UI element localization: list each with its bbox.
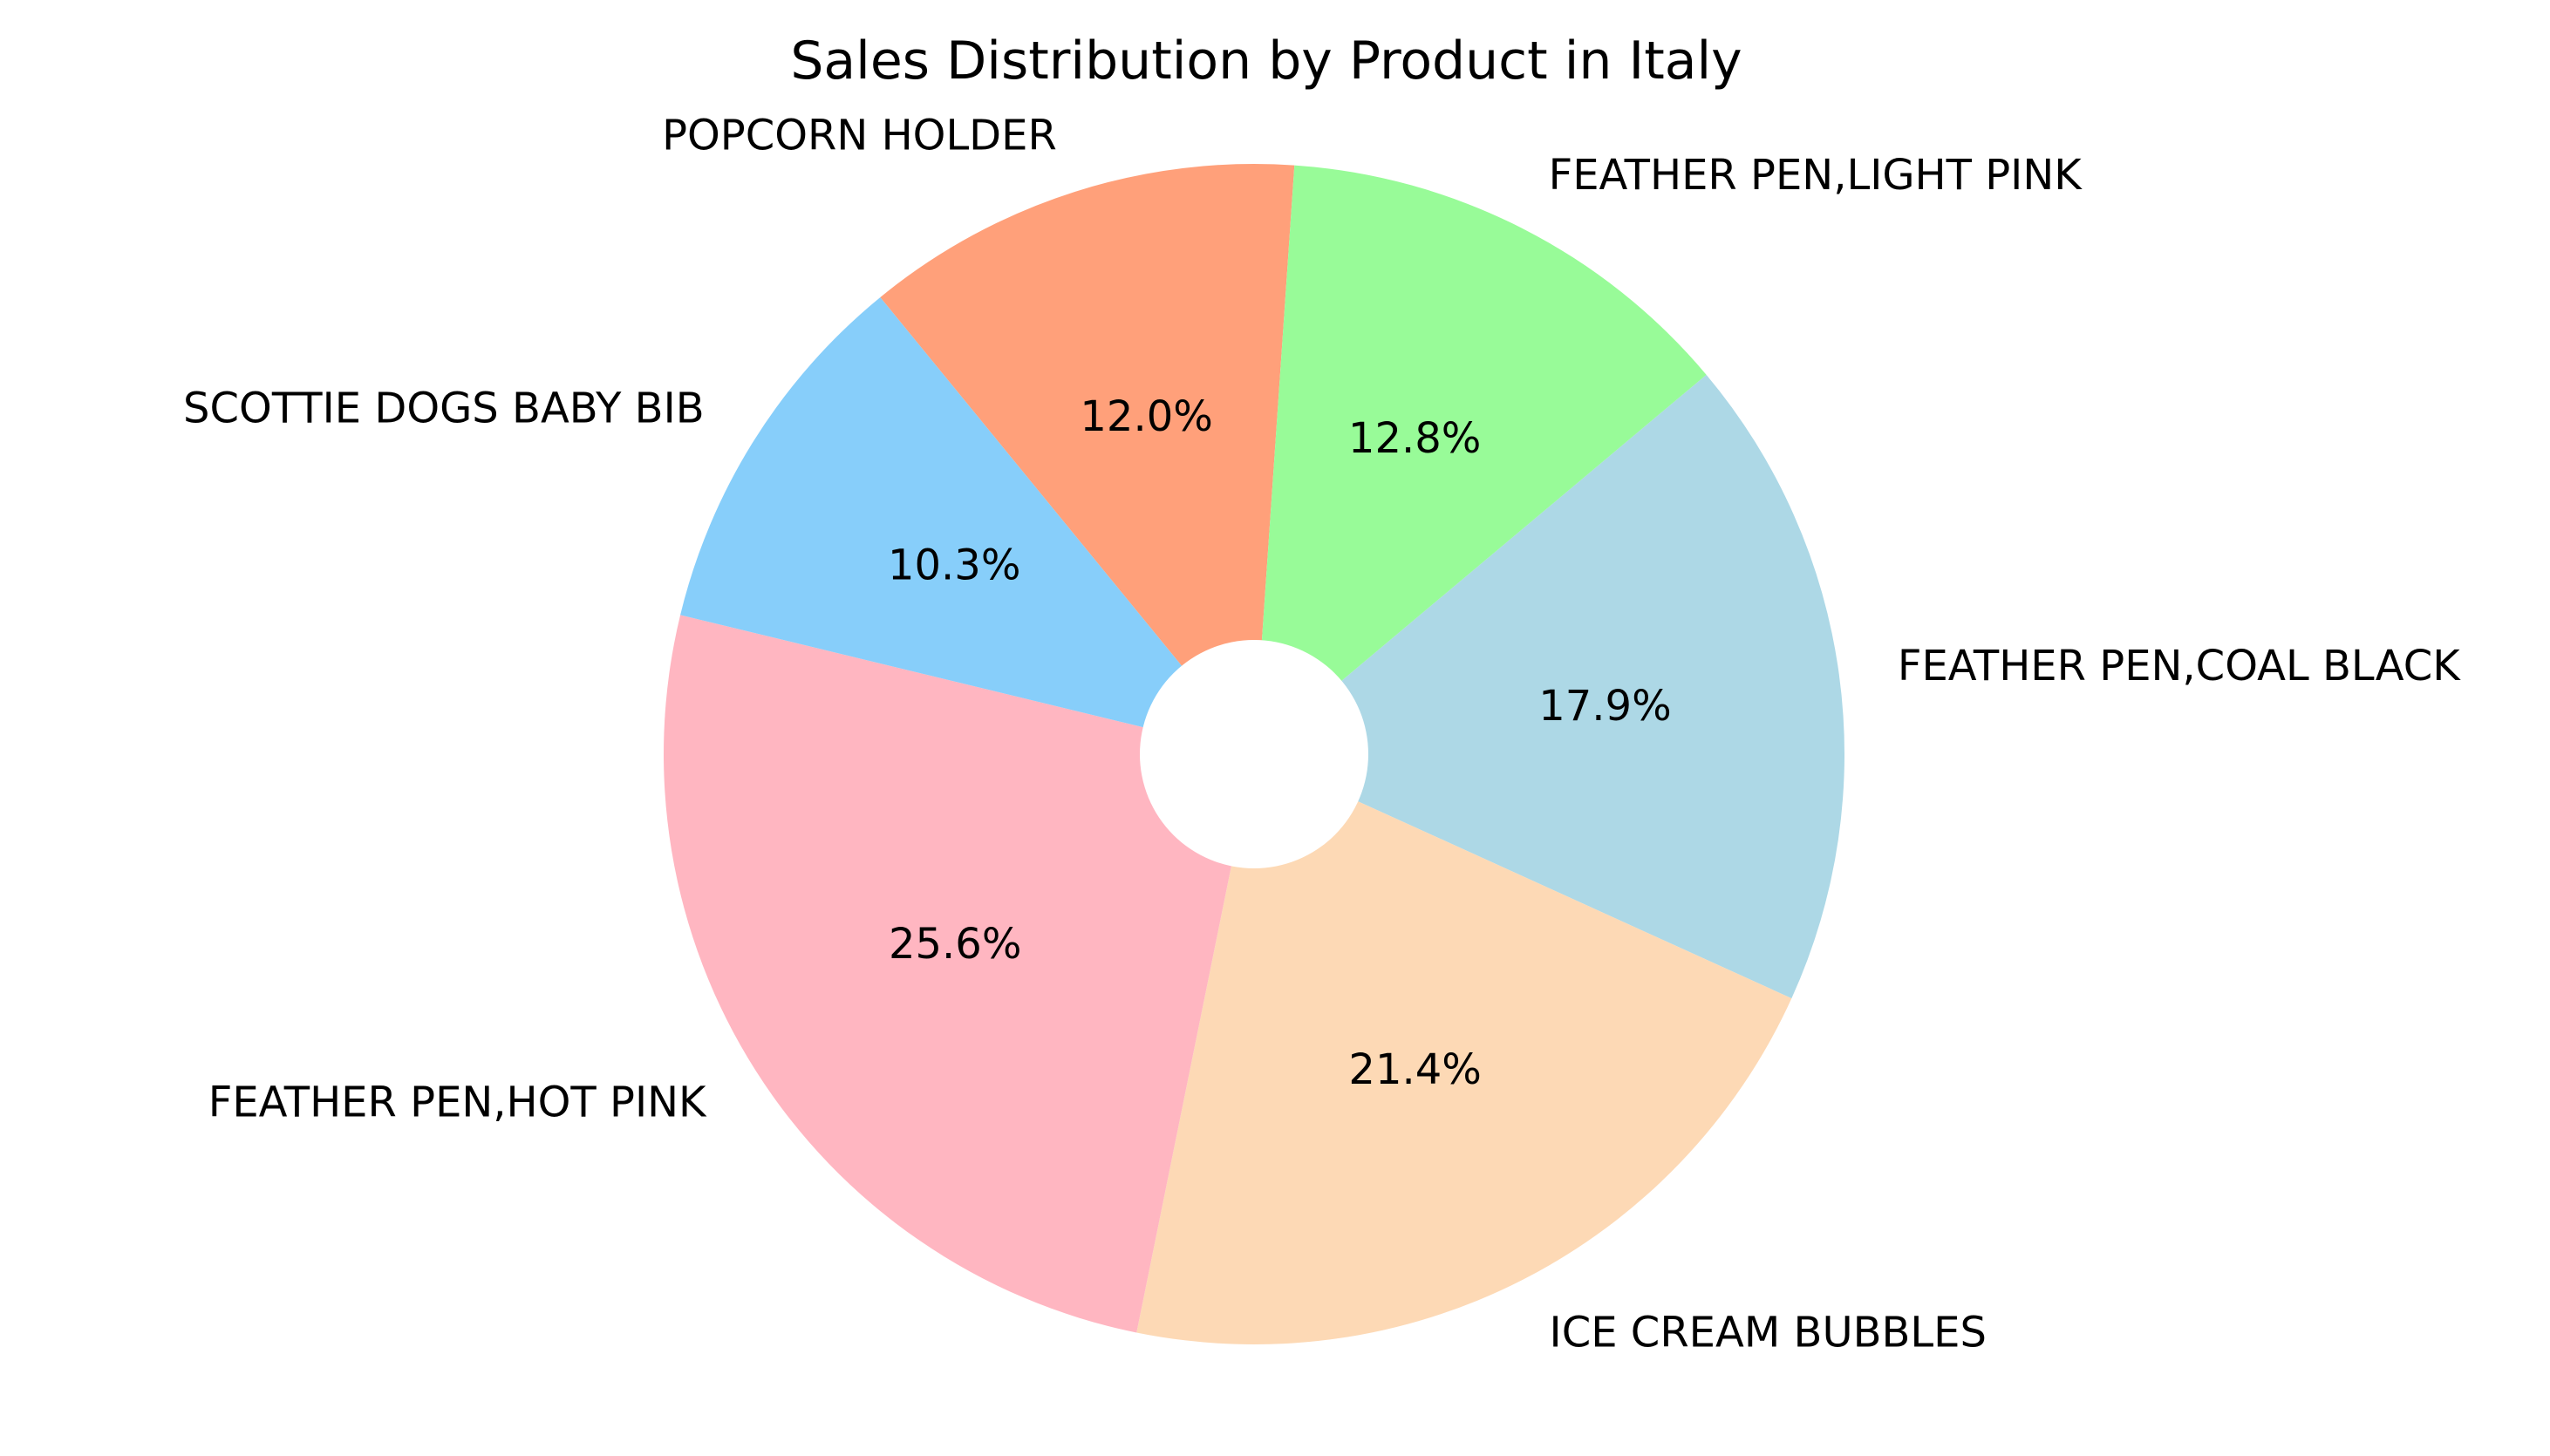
slice-percent-label: 12.0%: [1080, 392, 1212, 441]
donut-hole: [1140, 640, 1368, 868]
slice-percent-label: 17.9%: [1538, 682, 1671, 731]
pie-slice: [1254, 165, 1707, 754]
slice-category-label: ICE CREAM BUBBLES: [1550, 1308, 1987, 1357]
slice-percent-label: 10.3%: [888, 541, 1020, 590]
chart-title: Sales Distribution by Product in Italy: [790, 31, 1742, 92]
slice-category-label: SCOTTIE DOGS BABY BIB: [183, 384, 705, 432]
slice-labels: FEATHER PEN,COAL BLACK ICE CREAM BUBBLES F…: [183, 111, 2461, 1357]
pie-slices: [663, 164, 1844, 1344]
slice-category-label: FEATHER PEN,HOT PINK: [208, 1078, 707, 1126]
pie-slice: [880, 164, 1295, 755]
slice-category-label: FEATHER PEN,COAL BLACK: [1898, 642, 2461, 691]
pie-slice: [1136, 754, 1792, 1344]
slice-percent-label: 12.8%: [1348, 414, 1481, 463]
slice-percent-label: 25.6%: [889, 920, 1021, 969]
pie-slice: [680, 296, 1254, 754]
slice-category-label: POPCORN HOLDER: [662, 111, 1057, 160]
percent-labels: 17.9% 21.4% 25.6% 10.3% 12.0% 12.8%: [888, 392, 1672, 1094]
slice-category-label: FEATHER PEN,LIGHT PINK: [1549, 151, 2083, 200]
pie-slice: [1254, 374, 1844, 999]
pie-slice: [663, 615, 1254, 1333]
slice-percent-label: 21.4%: [1348, 1045, 1481, 1094]
